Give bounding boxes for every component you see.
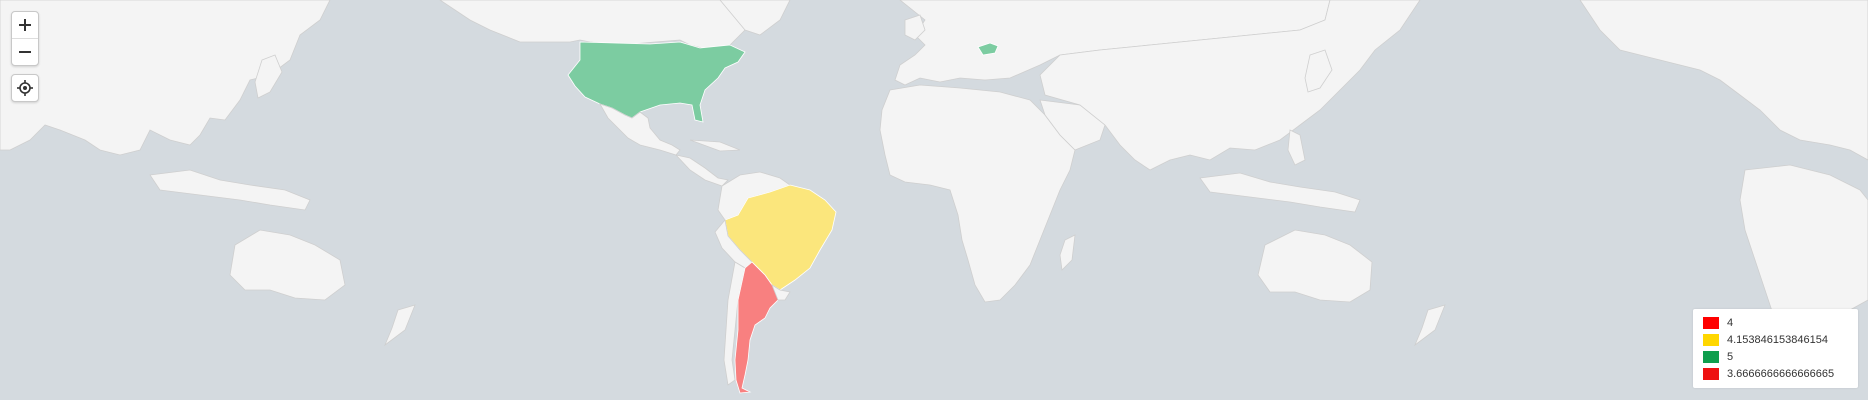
- legend-label: 4: [1727, 317, 1734, 329]
- land-newzealand-left: [384, 304, 416, 347]
- land-north-america-right: [1579, 0, 1868, 161]
- land-japan-left: [254, 54, 283, 99]
- land-japan: [1304, 49, 1333, 93]
- legend-label: 3.6666666666666665: [1727, 368, 1835, 380]
- legend-item: 4: [1703, 315, 1848, 331]
- minus-icon: [19, 51, 31, 53]
- legend: 4 4.153846153846154 5 3.6666666666666665: [1693, 309, 1858, 388]
- legend-swatch: [1703, 334, 1719, 346]
- crosshair-icon: [17, 80, 33, 96]
- legend-item: 3.6666666666666665: [1703, 366, 1848, 382]
- land-indonesia: [1199, 172, 1361, 213]
- land-philippines: [1287, 129, 1306, 166]
- land-central-america: [674, 154, 729, 187]
- land-australia: [1257, 229, 1373, 303]
- region-hungary[interactable]: [977, 42, 999, 56]
- land-britain: [904, 14, 926, 41]
- land-asia-left: [0, 0, 331, 156]
- legend-item: 4.153846153846154: [1703, 332, 1848, 348]
- land-indonesia-left: [149, 169, 311, 211]
- plus-icon: [19, 19, 31, 31]
- region-usa[interactable]: [567, 41, 746, 123]
- land-greenland: [719, 0, 791, 36]
- land-mexico: [599, 103, 681, 156]
- land-newzealand: [1414, 304, 1446, 347]
- land-australia-left: [229, 229, 346, 301]
- legend-swatch: [1703, 351, 1719, 363]
- legend-item: 5: [1703, 349, 1848, 365]
- land-madagascar: [1059, 234, 1076, 271]
- land-cuba: [689, 139, 741, 152]
- legend-swatch: [1703, 368, 1719, 380]
- legend-label: 4.153846153846154: [1727, 334, 1828, 346]
- legend-label: 5: [1727, 351, 1734, 363]
- land-asia: [1039, 0, 1421, 171]
- locate-button[interactable]: [11, 74, 39, 102]
- zoom-controls: [11, 11, 39, 66]
- zoom-in-button[interactable]: [12, 12, 38, 38]
- land-uruguay: [771, 284, 791, 301]
- legend-swatch: [1703, 317, 1719, 329]
- land-africa: [879, 84, 1076, 303]
- zoom-out-button[interactable]: [12, 38, 38, 65]
